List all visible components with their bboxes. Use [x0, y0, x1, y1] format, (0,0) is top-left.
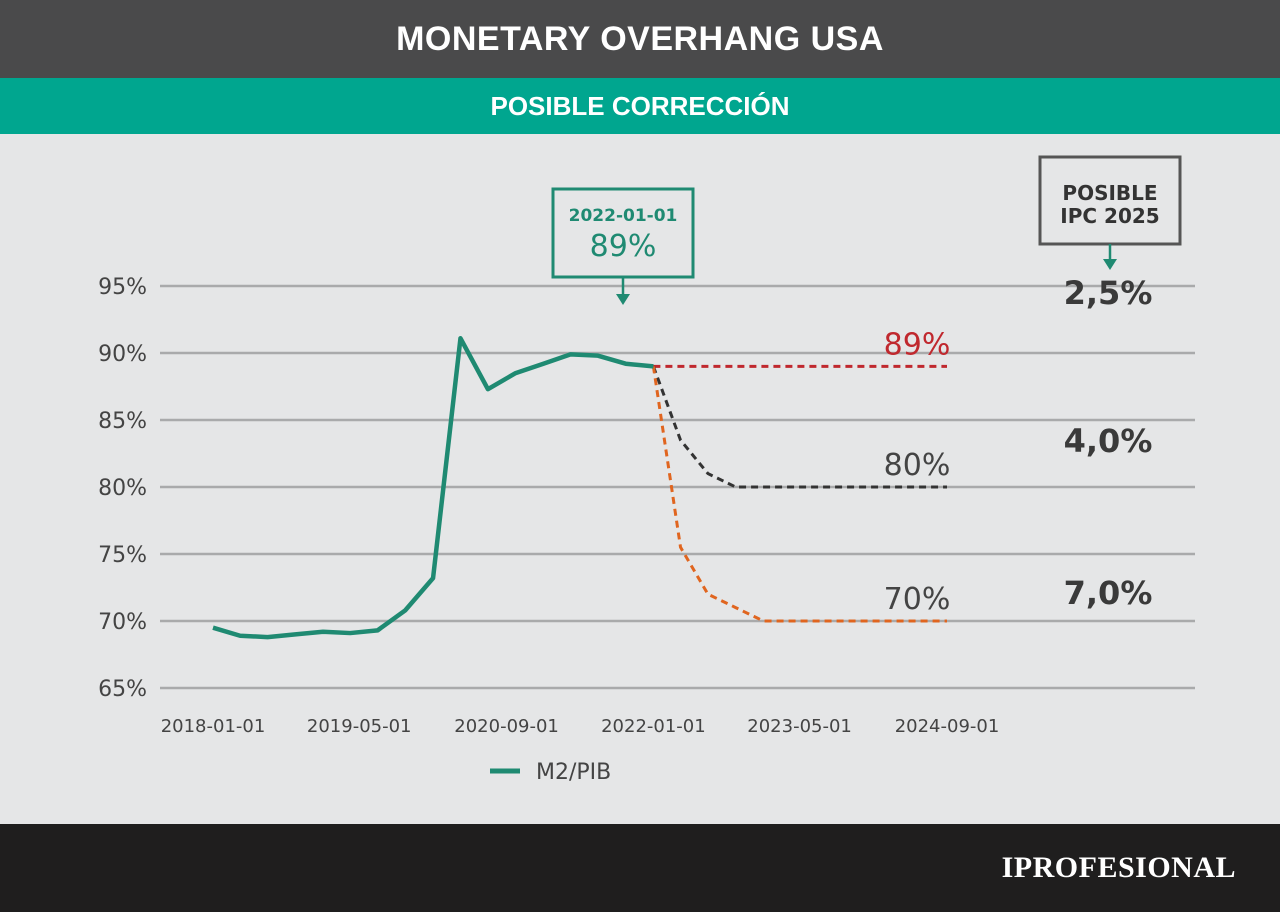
series-lines: [212, 336, 654, 640]
scenario-label: 70%: [884, 582, 951, 617]
x-axis-tick-labels: 2018-01-01 2019-05-01 2020-09-01 2022-01-01…: [161, 716, 1000, 737]
y-axis-tick-labels: 65% 70% 75% 80% 85% 90% 95%: [98, 275, 147, 702]
y-tick-label: 85%: [98, 409, 147, 434]
ipc-arrow-head: [1103, 259, 1117, 270]
ipc-value: 7,0%: [1064, 574, 1153, 612]
scenario-label: 80%: [884, 448, 951, 483]
ipc-values: 2,5% 4,0% 7,0%: [1064, 274, 1153, 612]
gridlines: [160, 284, 1195, 690]
footer: IPROFESIONAL: [0, 824, 1280, 912]
line-chart: 65% 70% 75% 80% 85% 90% 95% 2018-01-01 2019-05-…: [98, 155, 1195, 785]
y-tick-label: 80%: [98, 476, 147, 501]
y-tick-label: 90%: [98, 342, 147, 367]
scenario-lines: [651, 364, 947, 623]
ipc-box-line2: IPC 2025: [1060, 204, 1159, 228]
ipc-value: 2,5%: [1064, 274, 1153, 312]
chart-title: MONETARY OVERHANG USA: [0, 0, 1280, 78]
scenario-line: [651, 366, 947, 623]
legend-label-m2-pib: M2/PIB: [536, 760, 611, 785]
scenario-line: [651, 365, 947, 489]
x-tick-label: 2018-01-01: [161, 716, 266, 737]
y-tick-label: 70%: [98, 610, 147, 635]
x-tick-label: 2020-09-01: [454, 716, 559, 737]
scenario-label: 89%: [884, 327, 951, 362]
scenario-labels: 89% 80% 70%: [884, 327, 951, 617]
ipc-box-line1: POSIBLE: [1062, 181, 1157, 205]
brand-logo: IPROFESIONAL: [1001, 851, 1236, 884]
annotation-date: 2022-01-01: [569, 206, 678, 226]
y-tick-label: 75%: [98, 543, 147, 568]
x-tick-label: 2024-09-01: [895, 716, 1000, 737]
annotation-value: 89%: [590, 229, 657, 264]
series-line: [212, 336, 654, 640]
ipc-value: 4,0%: [1064, 422, 1153, 460]
annotation-arrow-head: [616, 294, 630, 305]
x-tick-label: 2019-05-01: [307, 716, 412, 737]
x-tick-label: 2023-05-01: [747, 716, 852, 737]
y-tick-label: 65%: [98, 677, 147, 702]
y-tick-label: 95%: [98, 275, 147, 300]
x-tick-label: 2022-01-01: [601, 716, 706, 737]
chart-subtitle: POSIBLE CORRECCIÓN: [0, 78, 1280, 134]
